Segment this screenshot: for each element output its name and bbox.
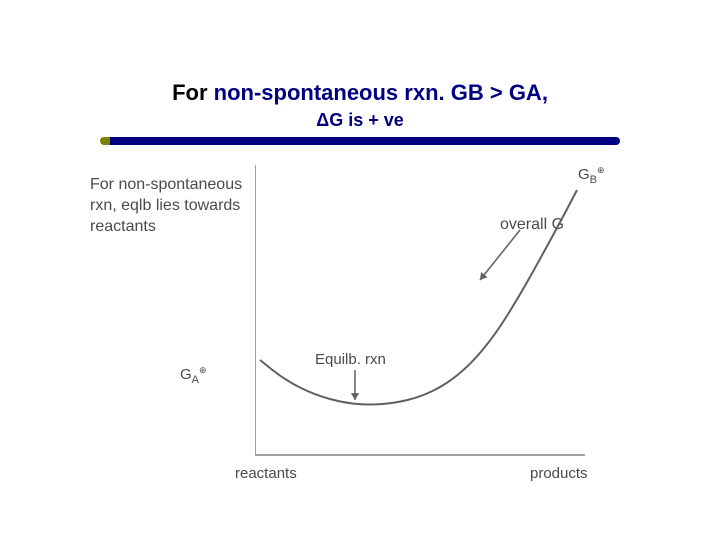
title-divider bbox=[100, 137, 620, 145]
diagram-area: For non-spontaneous rxn, eqlb lies towar… bbox=[90, 165, 660, 500]
xlabel-products: products bbox=[530, 465, 588, 482]
title-for-word: For bbox=[172, 80, 207, 105]
annotation-left: For non-spontaneous rxn, eqlb lies towar… bbox=[90, 175, 242, 237]
title-rest: non-spontaneous rxn. GB > GA, bbox=[208, 80, 548, 105]
title-line-1: For non-spontaneous rxn. GB > GA, bbox=[0, 80, 720, 106]
ga-sup: ⊕ bbox=[199, 365, 207, 375]
ga-sub: A bbox=[192, 374, 199, 386]
xlabel-right-text: products bbox=[530, 465, 588, 482]
divider-accent bbox=[100, 137, 110, 145]
title-line-2: ΔG is + ve bbox=[0, 110, 720, 131]
energy-curve-chart bbox=[255, 165, 605, 460]
annotation-left-l1: For non-spontaneous bbox=[90, 176, 242, 193]
xlabel-left-text: reactants bbox=[235, 465, 297, 482]
ga-base: G bbox=[180, 366, 192, 383]
annotation-left-l2: rxn, eqlb lies towards bbox=[90, 197, 240, 214]
ga-label: GA⊕ bbox=[180, 365, 207, 386]
divider-main bbox=[110, 137, 620, 145]
xlabel-reactants: reactants bbox=[235, 465, 297, 482]
annotation-left-l3: reactants bbox=[90, 218, 156, 235]
slide-title: For non-spontaneous rxn. GB > GA, ΔG is … bbox=[0, 0, 720, 145]
